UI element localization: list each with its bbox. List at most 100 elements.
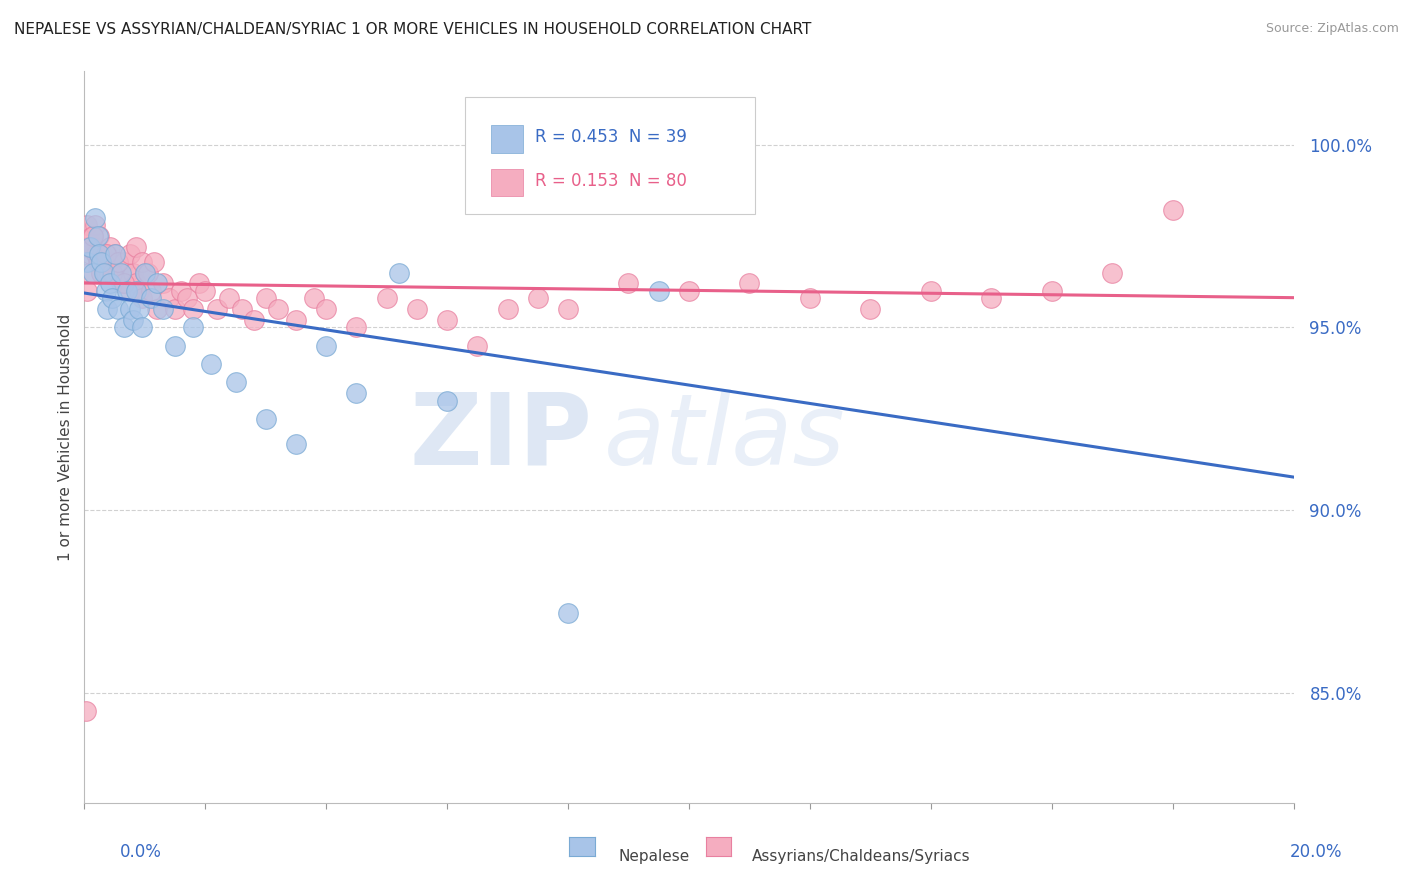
- Text: ZIP: ZIP: [409, 389, 592, 485]
- Point: [91, 247, 114, 261]
- Point: [557, 606, 579, 620]
- Point: [799, 291, 821, 305]
- Point: [181, 302, 204, 317]
- Point: [100, 291, 122, 305]
- Point: [94, 266, 117, 280]
- Point: [1040, 284, 1063, 298]
- FancyBboxPatch shape: [465, 97, 755, 214]
- Point: [709, 156, 731, 170]
- Point: [75, 705, 97, 719]
- Point: [107, 254, 129, 268]
- FancyBboxPatch shape: [491, 126, 523, 153]
- Text: atlas: atlas: [605, 389, 846, 485]
- Point: [128, 284, 150, 298]
- Point: [107, 266, 129, 280]
- Point: [200, 357, 222, 371]
- Point: [648, 284, 671, 298]
- Point: [118, 284, 141, 298]
- Point: [1161, 203, 1184, 218]
- Point: [225, 376, 247, 390]
- Point: [139, 284, 162, 298]
- Text: Nepalese: Nepalese: [619, 849, 690, 864]
- Point: [110, 266, 132, 280]
- Point: [242, 313, 264, 327]
- Point: [82, 240, 104, 254]
- Point: [104, 247, 127, 261]
- Point: [165, 302, 187, 317]
- Point: [436, 313, 458, 327]
- Text: R = 0.153  N = 80: R = 0.153 N = 80: [536, 172, 688, 190]
- Point: [80, 229, 103, 244]
- Point: [86, 229, 108, 244]
- Point: [112, 320, 135, 334]
- Point: [181, 320, 204, 334]
- Point: [86, 247, 108, 261]
- Point: [436, 393, 458, 408]
- Point: [527, 291, 550, 305]
- Point: [467, 339, 489, 353]
- FancyBboxPatch shape: [491, 169, 523, 196]
- Point: [94, 284, 117, 298]
- Point: [77, 240, 100, 254]
- Point: [557, 302, 579, 317]
- Point: [76, 284, 98, 298]
- Point: [142, 254, 165, 268]
- Point: [859, 302, 882, 317]
- Point: [188, 277, 211, 291]
- Point: [388, 266, 411, 280]
- Point: [107, 302, 129, 317]
- Text: 0.0%: 0.0%: [120, 843, 162, 861]
- Point: [285, 313, 308, 327]
- Point: [165, 339, 187, 353]
- Point: [157, 291, 180, 305]
- Point: [131, 320, 153, 334]
- Point: [90, 266, 112, 280]
- Point: [285, 437, 308, 451]
- Point: [146, 302, 169, 317]
- Point: [79, 240, 101, 254]
- Point: [89, 229, 111, 244]
- Point: [128, 302, 150, 317]
- Point: [136, 266, 159, 280]
- Point: [302, 291, 325, 305]
- Point: [194, 284, 217, 298]
- Point: [315, 302, 337, 317]
- Point: [134, 266, 156, 280]
- Point: [152, 302, 174, 317]
- Point: [115, 266, 138, 280]
- Point: [104, 247, 127, 261]
- Text: NEPALESE VS ASSYRIAN/CHALDEAN/SYRIAC 1 OR MORE VEHICLES IN HOUSEHOLD CORRELATION: NEPALESE VS ASSYRIAN/CHALDEAN/SYRIAC 1 O…: [14, 22, 811, 37]
- Point: [86, 254, 108, 268]
- Point: [87, 254, 110, 268]
- Point: [125, 277, 148, 291]
- Point: [170, 284, 193, 298]
- Point: [121, 313, 143, 327]
- Point: [76, 254, 98, 268]
- Point: [146, 277, 169, 291]
- Point: [131, 254, 153, 268]
- Point: [218, 291, 240, 305]
- Point: [152, 277, 174, 291]
- Point: [77, 266, 100, 280]
- Point: [90, 254, 112, 268]
- Text: 20.0%: 20.0%: [1291, 843, 1343, 861]
- Point: [89, 247, 111, 261]
- Point: [82, 266, 104, 280]
- Point: [980, 291, 1002, 305]
- Point: [406, 302, 429, 317]
- Text: Source: ZipAtlas.com: Source: ZipAtlas.com: [1265, 22, 1399, 36]
- Point: [84, 211, 107, 225]
- Point: [97, 266, 120, 280]
- Point: [96, 302, 118, 317]
- Point: [134, 266, 156, 280]
- Point: [121, 266, 143, 280]
- Point: [93, 254, 115, 268]
- Point: [93, 266, 115, 280]
- Point: [76, 218, 98, 232]
- Point: [100, 254, 122, 268]
- Point: [115, 284, 138, 298]
- Point: [96, 247, 118, 261]
- Point: [254, 291, 277, 305]
- Point: [617, 277, 640, 291]
- Point: [176, 291, 198, 305]
